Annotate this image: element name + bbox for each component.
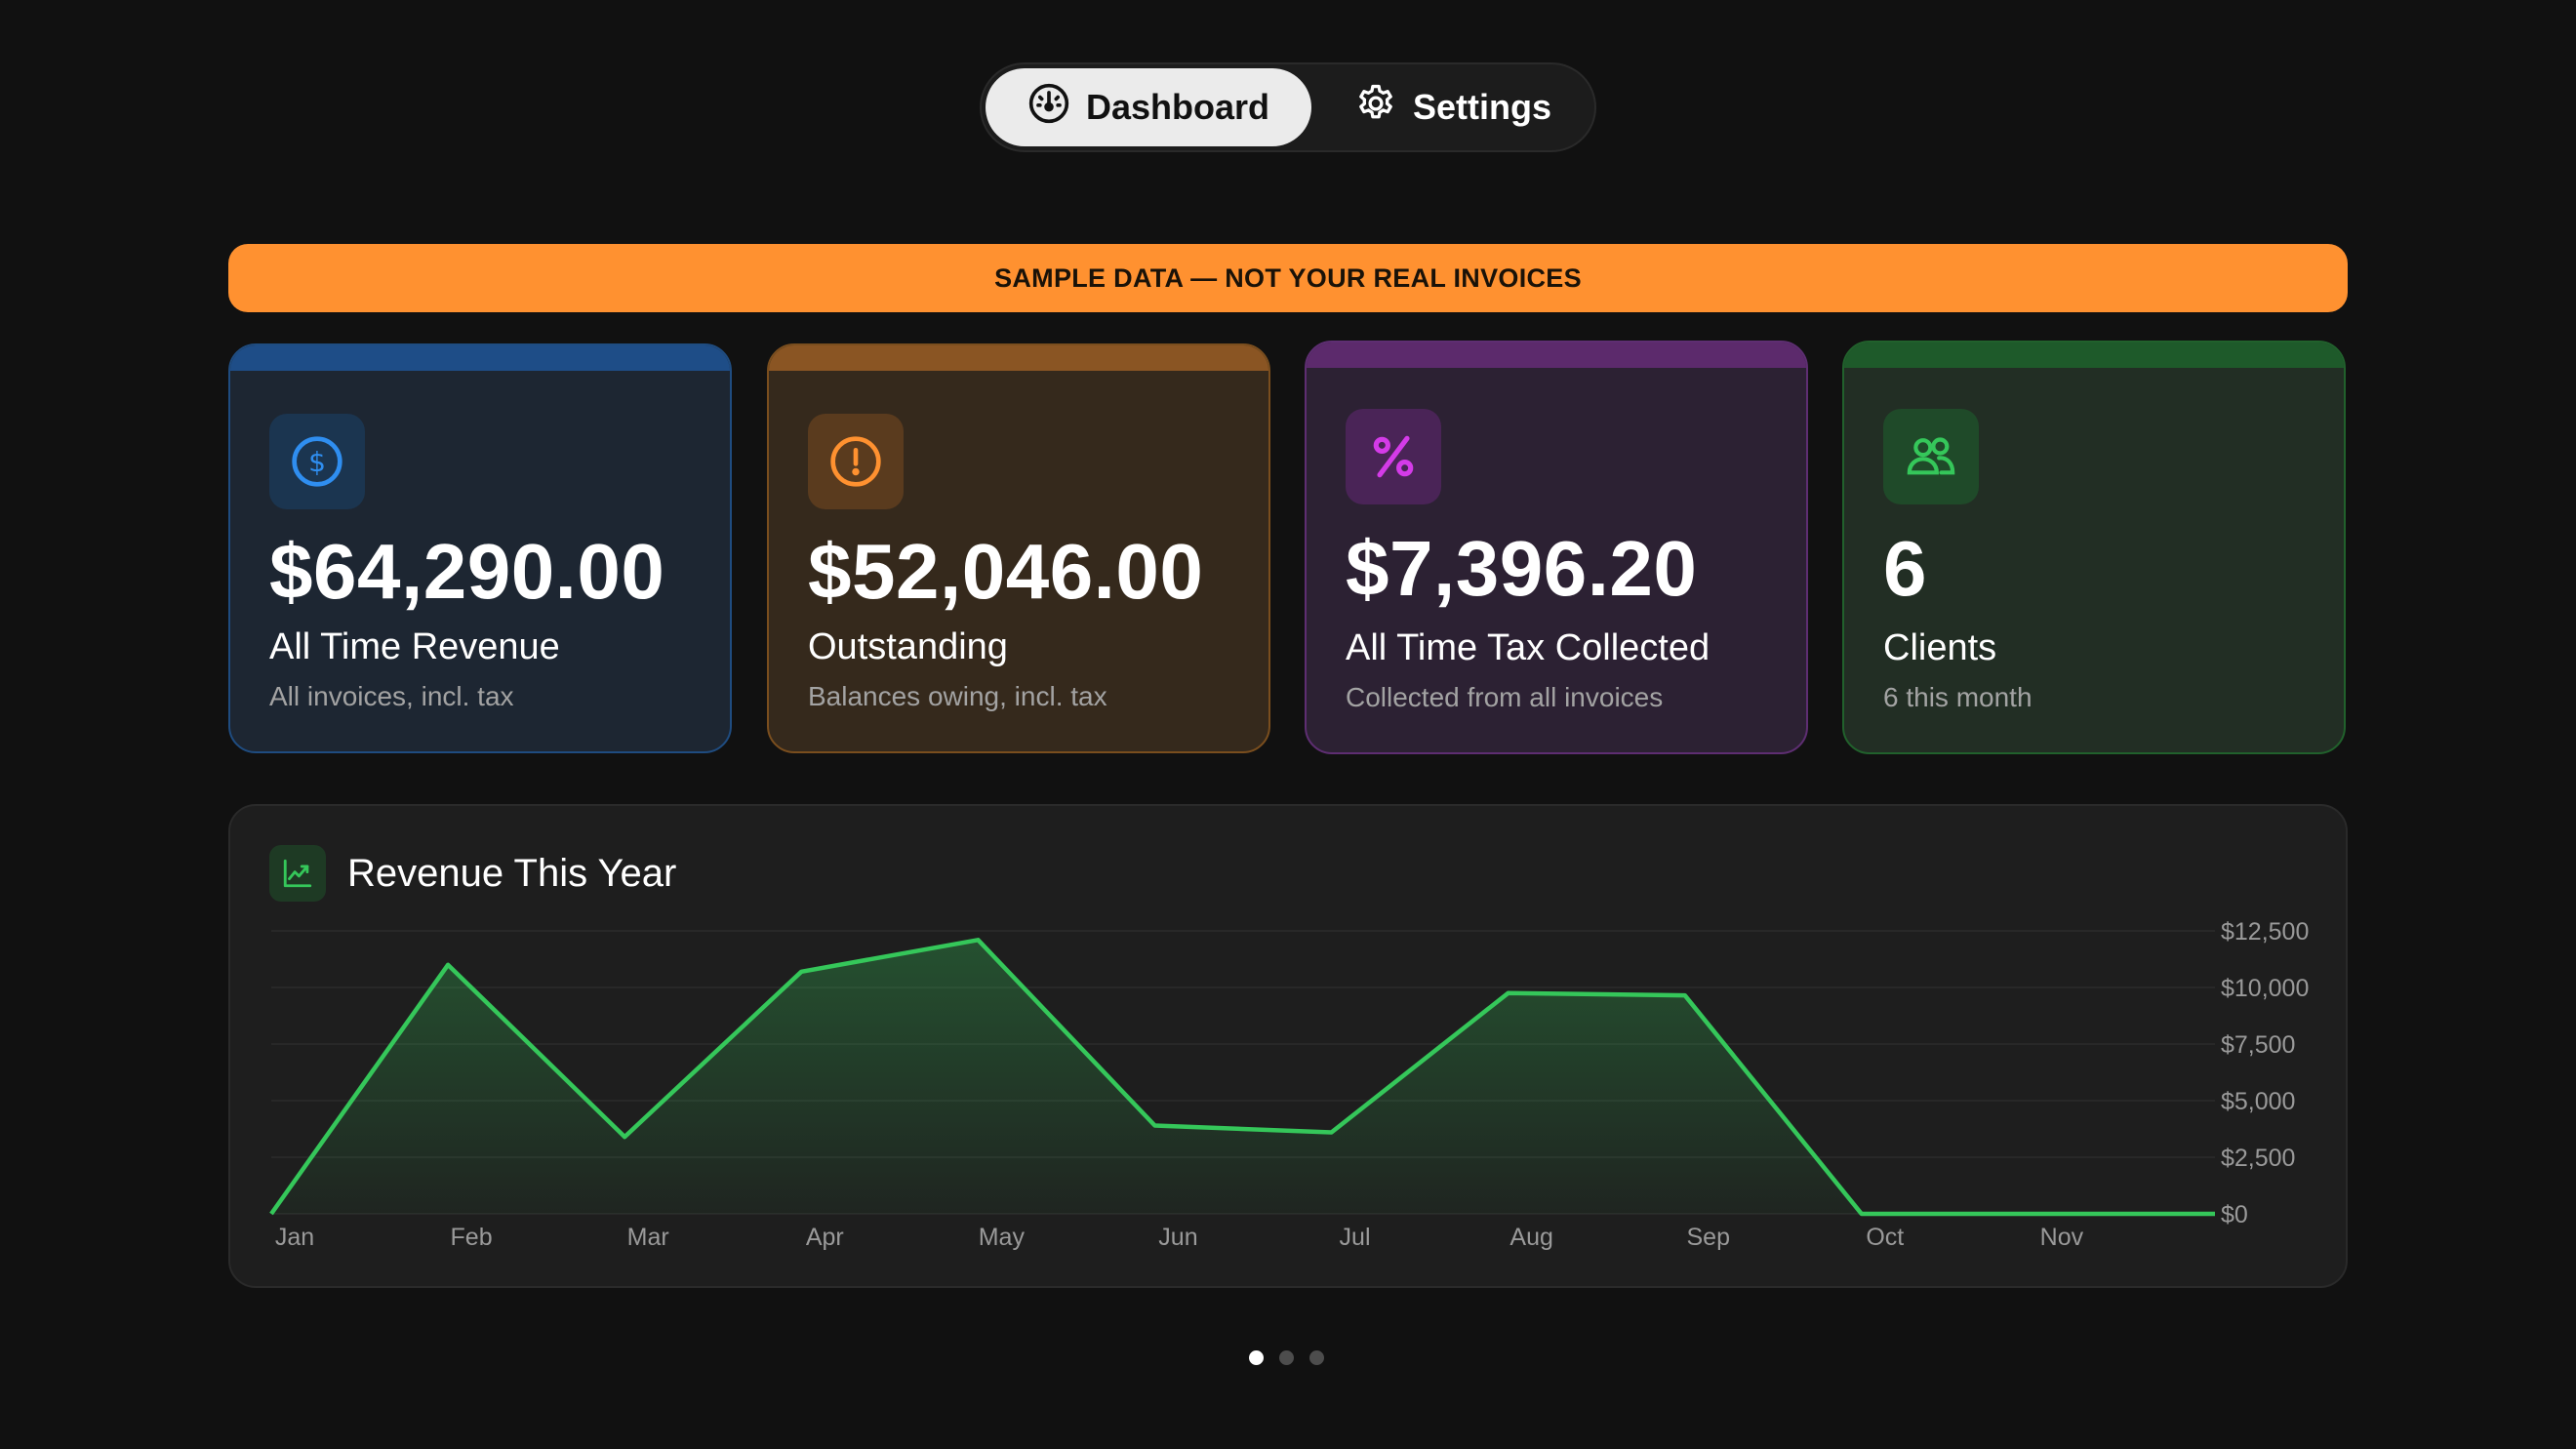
x-tick-label: Oct [1866,1224,1904,1251]
page-dot-3[interactable] [1309,1350,1324,1365]
view-switcher: Dashboard Settings [980,62,1596,152]
revenue-chart: Jan Feb Mar Apr May Jun Jul Aug Sep Oct Nov $0 $2,5… [269,918,2309,1251]
stat-label: All Time Tax Collected [1346,627,1711,668]
y-tick-label: $10,000 [2221,975,2309,1002]
stat-value: 6 [1883,525,1927,612]
stat-card-revenue: $ $64,290.00 All Time Revenue All invoic… [228,343,732,753]
stat-value: $7,396.20 [1346,525,1698,612]
stat-subtitle: Balances owing, incl. tax [808,681,1107,711]
x-tick-label: Sep [1686,1224,1729,1251]
stat-card-clients: 6 Clients 6 this month [1842,341,2346,754]
y-tick-label: $0 [2221,1201,2248,1228]
alert-circle-icon [808,414,904,509]
dollar-circle-icon: $ [269,414,365,509]
gauge-icon [1027,82,1070,134]
card-accent-strip [1307,342,1806,368]
y-tick-label: $5,000 [2221,1088,2295,1115]
page-indicator [1249,1350,1324,1365]
y-tick-label: $2,500 [2221,1145,2295,1172]
stat-label: Clients [1883,627,1997,668]
revenue-area [271,940,2215,1214]
x-tick-label: Aug [1509,1224,1552,1251]
stat-label: Outstanding [808,626,1008,667]
percent-icon [1346,409,1441,504]
tab-settings[interactable]: Settings [1323,68,1583,146]
stat-subtitle: Collected from all invoices [1346,682,1664,712]
x-tick-label: Mar [627,1224,669,1251]
stat-label: All Time Revenue [269,626,560,667]
svg-text:$: $ [308,446,326,478]
page-dot-1[interactable] [1249,1350,1264,1365]
x-tick-label: Jul [1340,1224,1371,1251]
revenue-line [269,938,2215,1217]
tab-dashboard[interactable]: Dashboard [986,68,1311,146]
gear-icon [1354,82,1397,134]
card-accent-strip [769,345,1268,371]
tab-settings-label: Settings [1412,87,1551,127]
x-tick-label: Jan [275,1224,314,1251]
x-tick-label: Nov [2040,1224,2084,1251]
trend-chart-icon [269,845,326,902]
stat-subtitle: 6 this month [1883,682,2033,712]
chart-header: Revenue This Year [269,845,676,902]
page-dot-2[interactable] [1279,1350,1294,1365]
revenue-chart-panel: Jan Feb Mar Apr May Jun Jul Aug Sep Oct Nov $0 $2,5… [228,804,2348,1288]
stat-value: $64,290.00 [269,528,665,615]
stat-card-tax: $7,396.20 All Time Tax Collected Collect… [1305,341,1808,754]
y-tick-label: $7,500 [2221,1031,2295,1059]
chart-title: Revenue This Year [347,851,677,895]
stat-value: $52,046.00 [808,528,1204,615]
users-icon [1883,409,1979,504]
tab-dashboard-label: Dashboard [1085,87,1270,127]
stat-subtitle: All invoices, incl. tax [269,681,514,711]
y-tick-label: $12,500 [2221,918,2309,946]
stat-card-outstanding: $52,046.00 Outstanding Balances owing, i… [767,343,1270,753]
x-tick-label: Apr [806,1224,844,1251]
card-accent-strip [1844,342,2344,368]
card-accent-strip [230,345,730,371]
x-tick-label: May [979,1224,1026,1251]
x-tick-label: Jun [1158,1224,1197,1251]
x-tick-label: Feb [451,1224,493,1251]
sample-data-banner: SAMPLE DATA — NOT YOUR REAL INVOICES [228,244,2348,312]
